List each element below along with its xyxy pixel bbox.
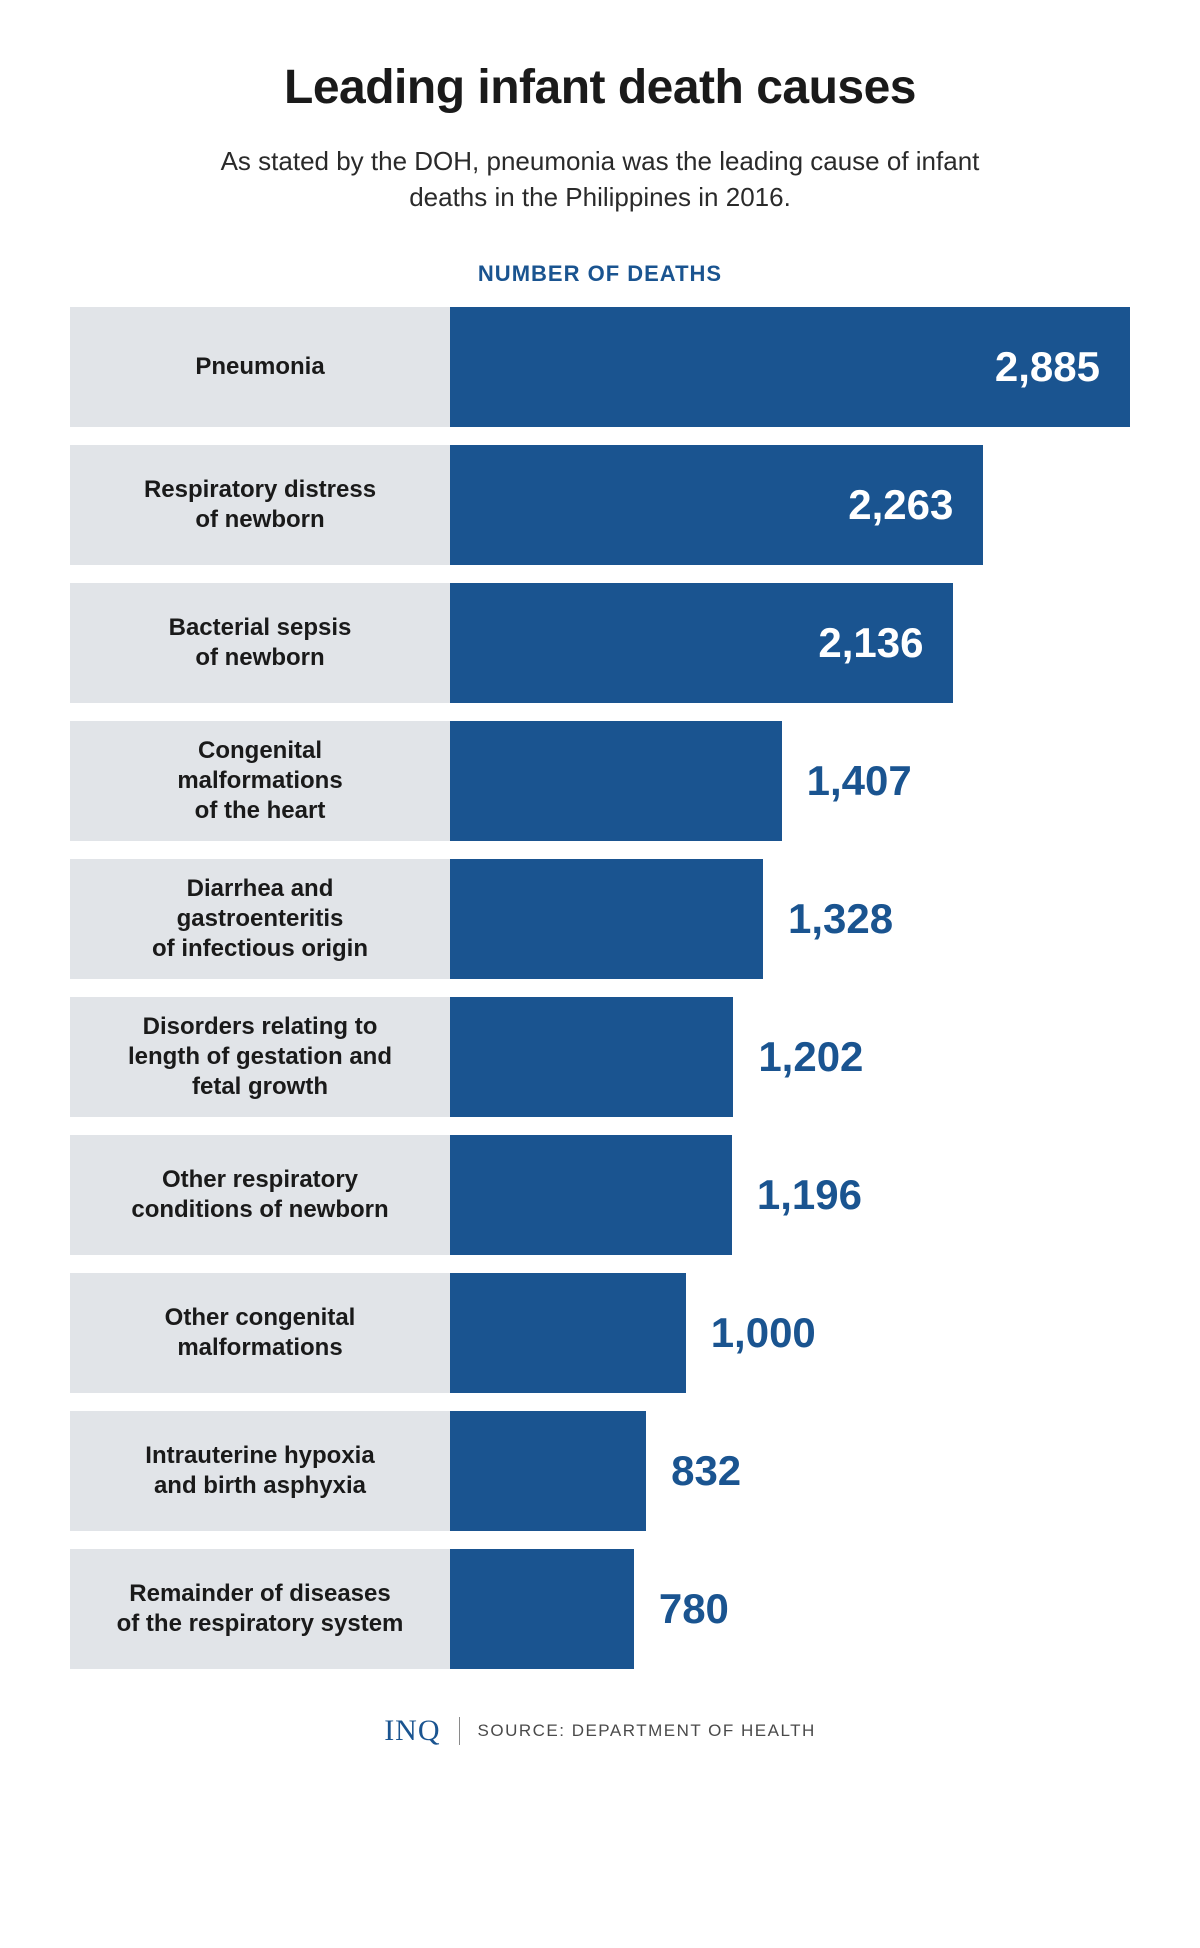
bar-row: Other respiratory conditions of newborn 1… <box>70 1135 1130 1255</box>
bar <box>450 1273 686 1393</box>
bar <box>450 997 733 1117</box>
bar-value: 2,136 <box>818 619 923 667</box>
bar-value: 832 <box>671 1447 741 1495</box>
chart-subtitle: As stated by the DOH, pneumonia was the … <box>190 143 1010 216</box>
bar: 2,263 <box>450 445 983 565</box>
bar-value: 1,202 <box>758 1033 863 1081</box>
bar: 2,136 <box>450 583 953 703</box>
bar-label: Bacterial sepsis of newborn <box>169 613 352 673</box>
bar-label-cell: Disorders relating to length of gestatio… <box>70 997 450 1117</box>
publisher-logo: INQ <box>384 1714 440 1748</box>
bar <box>450 859 763 979</box>
bar-track: 1,328 <box>450 859 1130 979</box>
bar-track: 832 <box>450 1411 1130 1531</box>
bar-row: Intrauterine hypoxia and birth asphyxia 8… <box>70 1411 1130 1531</box>
bar-value: 780 <box>659 1585 729 1633</box>
bar-value: 2,885 <box>995 343 1100 391</box>
bar <box>450 1549 634 1669</box>
bar-label: Diarrhea and gastroenteritis of infectio… <box>100 874 420 964</box>
bar-chart: Pneumonia 2,885 Respiratory distress of ne… <box>70 307 1130 1669</box>
bar-track: 2,885 <box>450 307 1130 427</box>
bar-value: 1,328 <box>788 895 893 943</box>
bar-label-cell: Remainder of diseases of the respiratory… <box>70 1549 450 1669</box>
bar: 2,885 <box>450 307 1130 427</box>
bar-track: 1,000 <box>450 1273 1130 1393</box>
bar-value: 2,263 <box>848 481 953 529</box>
bar-label: Remainder of diseases of the respiratory… <box>117 1579 404 1639</box>
bar-row: Diarrhea and gastroenteritis of infectio… <box>70 859 1130 979</box>
bar-label: Other congenital malformations <box>165 1303 356 1363</box>
bar-track: 1,407 <box>450 721 1130 841</box>
footer-divider <box>459 1717 460 1745</box>
bar-track: 1,196 <box>450 1135 1130 1255</box>
bar-label: Disorders relating to length of gestatio… <box>128 1012 392 1102</box>
bar-row: Pneumonia 2,885 <box>70 307 1130 427</box>
chart-title: Leading infant death causes <box>70 60 1130 115</box>
bar-label-cell: Pneumonia <box>70 307 450 427</box>
bar-label-cell: Bacterial sepsis of newborn <box>70 583 450 703</box>
bar-label-cell: Other respiratory conditions of newborn <box>70 1135 450 1255</box>
bar-label-cell: Diarrhea and gastroenteritis of infectio… <box>70 859 450 979</box>
bar-label-cell: Respiratory distress of newborn <box>70 445 450 565</box>
bar-label: Respiratory distress of newborn <box>144 475 376 535</box>
bar-track: 780 <box>450 1549 1130 1669</box>
bar-track: 1,202 <box>450 997 1130 1117</box>
bar <box>450 721 782 841</box>
bar-value: 1,407 <box>807 757 912 805</box>
source-attribution: SOURCE: DEPARTMENT OF HEALTH <box>478 1721 816 1741</box>
bar-label-cell: Intrauterine hypoxia and birth asphyxia <box>70 1411 450 1531</box>
bar-label-cell: Congenital malformations of the heart <box>70 721 450 841</box>
bar-row: Other congenital malformations 1,000 <box>70 1273 1130 1393</box>
bar <box>450 1135 732 1255</box>
bar-value: 1,000 <box>711 1309 816 1357</box>
bar-track: 2,136 <box>450 583 1130 703</box>
bar-value: 1,196 <box>757 1171 862 1219</box>
chart-footer: INQ SOURCE: DEPARTMENT OF HEALTH <box>70 1714 1130 1748</box>
bar-row: Bacterial sepsis of newborn 2,136 <box>70 583 1130 703</box>
bar-track: 2,263 <box>450 445 1130 565</box>
bar-label: Intrauterine hypoxia and birth asphyxia <box>145 1441 374 1501</box>
bar-label-cell: Other congenital malformations <box>70 1273 450 1393</box>
bar-label: Congenital malformations of the heart <box>177 736 342 826</box>
bar <box>450 1411 646 1531</box>
bar-row: Disorders relating to length of gestatio… <box>70 997 1130 1117</box>
bar-row: Remainder of diseases of the respiratory… <box>70 1549 1130 1669</box>
bar-row: Respiratory distress of newborn 2,263 <box>70 445 1130 565</box>
bar-label: Pneumonia <box>195 352 324 382</box>
bar-label: Other respiratory conditions of newborn <box>131 1165 388 1225</box>
axis-label: NUMBER OF DEATHS <box>70 261 1130 287</box>
bar-row: Congenital malformations of the heart 1,4… <box>70 721 1130 841</box>
